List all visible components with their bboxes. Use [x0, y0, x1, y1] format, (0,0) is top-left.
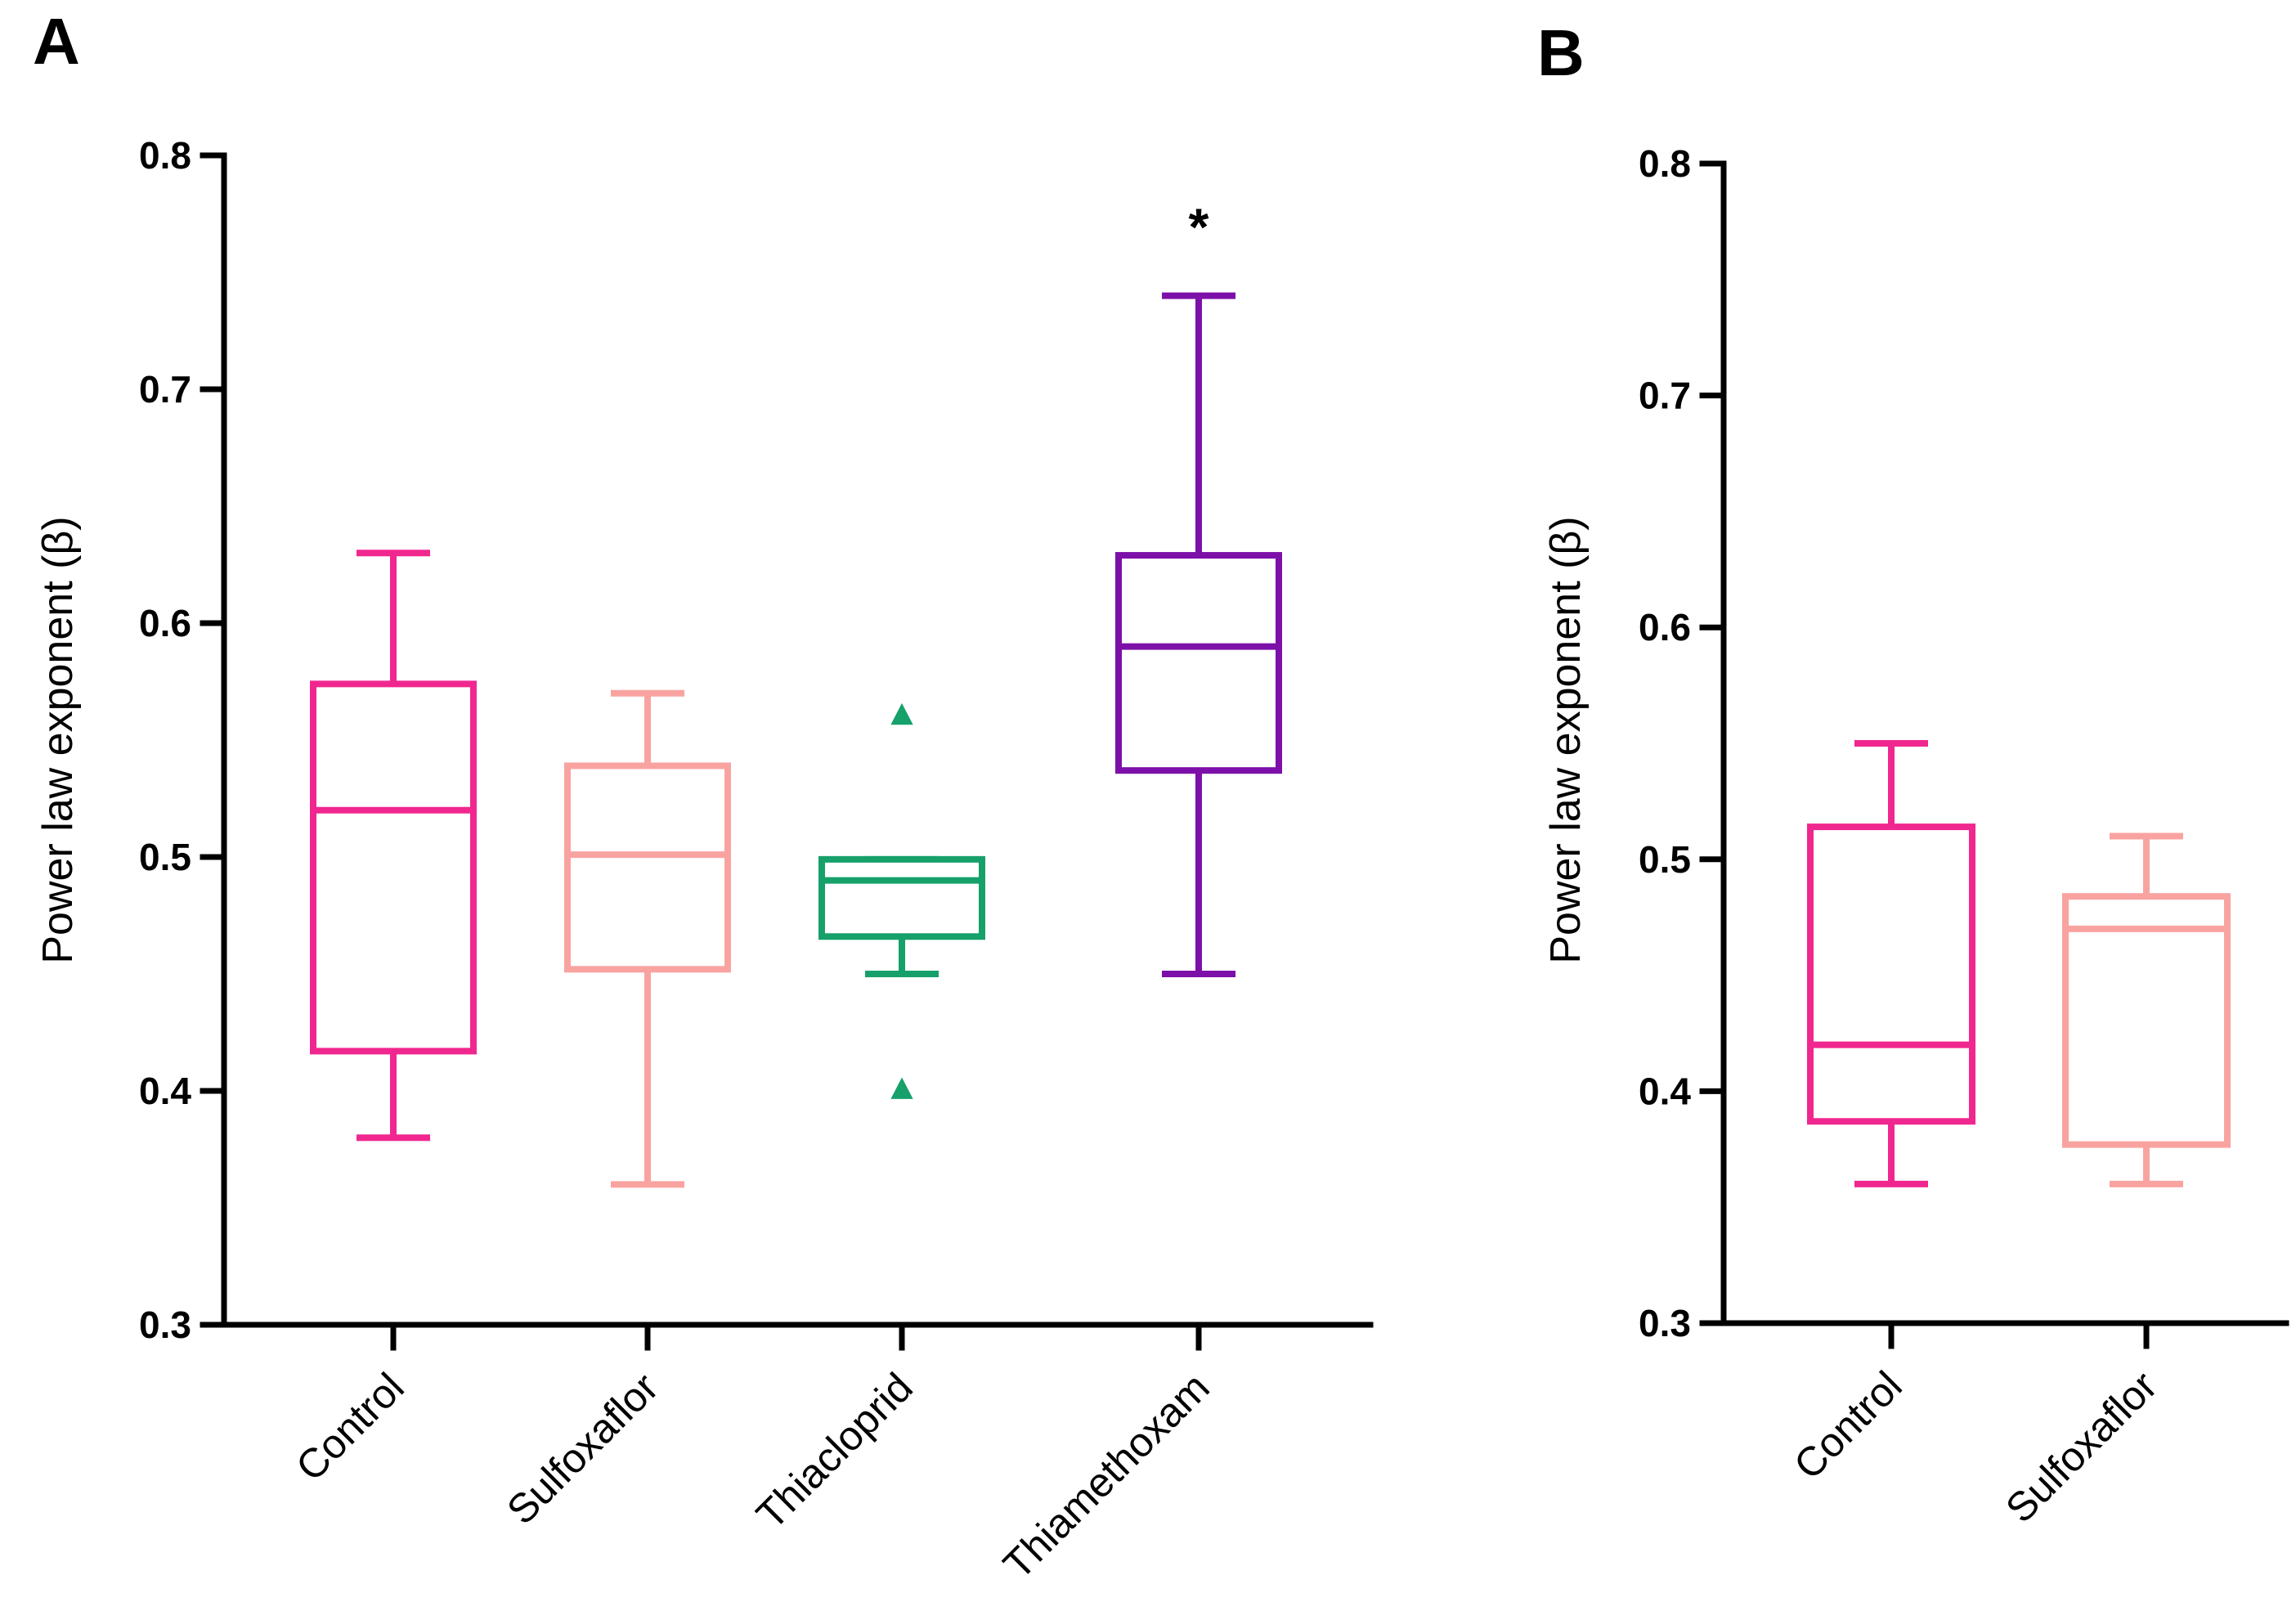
panel-a-iqr-box — [564, 762, 731, 973]
panel-a-iqr-box — [310, 680, 477, 1055]
panel-a-y-tick-label: 0.4 — [139, 1070, 191, 1112]
panel-a-y-ticks: 0.3 0.4 0.5 0.6 0.7 0.8 — [139, 134, 227, 1346]
panel-a-x-label-thiamethoxam: Thiamethoxam — [994, 1364, 1218, 1587]
panel-b-y-tick-label: 0.5 — [1639, 838, 1691, 881]
panel-a: A * 0.3 0.4 0.5 0.6 0.7 0.8 Control Sulfoxaflo… — [33, 5, 1374, 1588]
panel-b-iqr-box — [2062, 893, 2231, 1148]
panel-a-iqr-box — [818, 855, 985, 940]
panel-a-x-label-control: Control — [287, 1364, 413, 1490]
panel-b-iqr-box — [1807, 823, 1975, 1125]
panel-letter-a: A — [33, 5, 80, 78]
panel-b-y-tick-label: 0.3 — [1639, 1302, 1691, 1344]
panel-a-boxes: * — [310, 198, 1282, 1188]
panel-b-x-categories: Control Sulfoxaflor — [1785, 1320, 2166, 1532]
panel-a-box-thiamethoxam: * — [1115, 198, 1282, 977]
panel-b-y-ticks: 0.3 0.4 0.5 0.6 0.7 0.8 — [1639, 142, 1727, 1344]
panel-b-x-label-control: Control — [1785, 1362, 1911, 1488]
panel-letter-b: B — [1537, 16, 1585, 89]
panel-a-y-tick-label: 0.3 — [139, 1304, 191, 1346]
panel-a-box-thiacloprid — [818, 702, 985, 1099]
panel-b-y-tick-label: 0.8 — [1639, 142, 1691, 185]
panel-b-y-tick-label: 0.6 — [1639, 606, 1691, 648]
panel-a-y-tick-label: 0.6 — [139, 602, 191, 644]
panel-a-outlier-marker — [890, 702, 913, 725]
panel-a-x-categories: Control Sulfoxaflor Thiacloprid Thiamethoxa… — [287, 1322, 1218, 1588]
panel-b: B 0.30.40.50.60.70.8 Control Sulfoxaflor … — [1537, 16, 2289, 1532]
panel-a-box-sulfoxaflor — [564, 689, 731, 1188]
panel-b-boxes — [1807, 740, 2231, 1187]
panel-a-y-tick-label: 0.8 — [139, 134, 191, 177]
panel-a-significance-marker: * — [1189, 198, 1209, 257]
panel-b-y-tick-label: 0.4 — [1639, 1070, 1691, 1112]
panel-a-y-axis-label: Power law exponent (β) — [34, 516, 82, 963]
panel-b-y-tick-label: 0.7 — [1639, 375, 1691, 417]
panel-b-x-label-sulfoxaflor: Sulfoxaflor — [1997, 1362, 2166, 1532]
panel-a-y-tick-label: 0.5 — [139, 836, 191, 878]
panel-a-x-label-sulfoxaflor: Sulfoxaflor — [498, 1364, 667, 1533]
panel-b-box-control — [1807, 740, 1975, 1187]
panel-a-y-tick-label: 0.7 — [139, 368, 191, 411]
panel-a-box-control — [310, 550, 477, 1142]
panel-a-iqr-box — [1115, 552, 1282, 774]
panel-a-outlier-marker — [890, 1077, 913, 1099]
panel-a-x-label-thiacloprid: Thiacloprid — [747, 1364, 922, 1538]
panel-b-y-axis-label: Power law exponent (β) — [1542, 516, 1590, 963]
panel-b-box-sulfoxaflor — [2062, 832, 2231, 1187]
